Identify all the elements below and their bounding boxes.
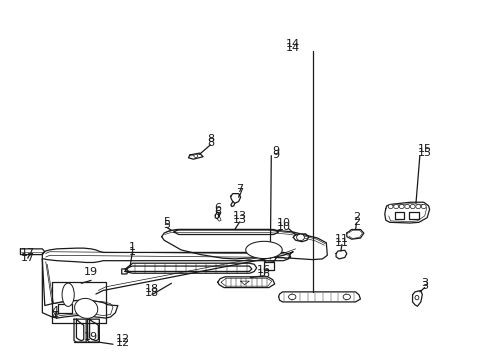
Text: 17: 17	[20, 253, 35, 263]
Text: 16: 16	[257, 269, 270, 279]
Text: 11: 11	[334, 238, 348, 248]
Text: 14: 14	[285, 43, 300, 53]
Ellipse shape	[296, 234, 304, 240]
Text: 9: 9	[272, 145, 279, 156]
Text: 5: 5	[163, 217, 170, 226]
Text: 8: 8	[206, 134, 214, 144]
Text: 12: 12	[116, 334, 129, 344]
Text: 13: 13	[232, 211, 246, 221]
Ellipse shape	[75, 298, 98, 318]
Text: 7: 7	[236, 188, 243, 198]
Text: 11: 11	[334, 234, 348, 244]
Text: 18: 18	[144, 288, 159, 298]
Text: 2: 2	[352, 217, 359, 227]
Text: 6: 6	[214, 203, 221, 213]
Text: 19: 19	[84, 332, 98, 342]
Text: 13: 13	[232, 215, 246, 225]
Text: 7: 7	[236, 184, 243, 194]
Text: 9: 9	[272, 150, 279, 160]
Text: 1: 1	[129, 247, 136, 257]
Text: 15: 15	[417, 144, 431, 154]
Text: 6: 6	[214, 207, 221, 217]
Ellipse shape	[404, 204, 409, 209]
Text: 19: 19	[84, 267, 98, 277]
Ellipse shape	[421, 204, 426, 209]
Ellipse shape	[343, 294, 350, 300]
Text: 10: 10	[276, 219, 290, 228]
Text: 8: 8	[206, 138, 214, 148]
Ellipse shape	[288, 294, 295, 300]
Text: 17: 17	[20, 248, 35, 258]
Text: 10: 10	[276, 222, 290, 232]
Text: 4: 4	[51, 311, 58, 320]
Ellipse shape	[398, 204, 403, 209]
Text: 18: 18	[144, 284, 159, 294]
Ellipse shape	[193, 154, 197, 157]
Text: 1: 1	[129, 242, 136, 252]
Text: 2: 2	[352, 212, 359, 222]
Ellipse shape	[393, 204, 398, 209]
Text: 4: 4	[51, 306, 58, 316]
Ellipse shape	[245, 241, 282, 258]
Text: 5: 5	[163, 220, 170, 230]
Ellipse shape	[409, 204, 414, 209]
Text: 3: 3	[420, 278, 427, 288]
Text: 16: 16	[257, 265, 270, 275]
Text: 12: 12	[116, 338, 129, 348]
Text: 14: 14	[285, 39, 300, 49]
Ellipse shape	[62, 283, 74, 306]
Text: 15: 15	[417, 148, 431, 158]
Text: 3: 3	[420, 281, 427, 291]
Ellipse shape	[387, 204, 392, 209]
Ellipse shape	[415, 204, 420, 209]
Ellipse shape	[414, 296, 418, 300]
